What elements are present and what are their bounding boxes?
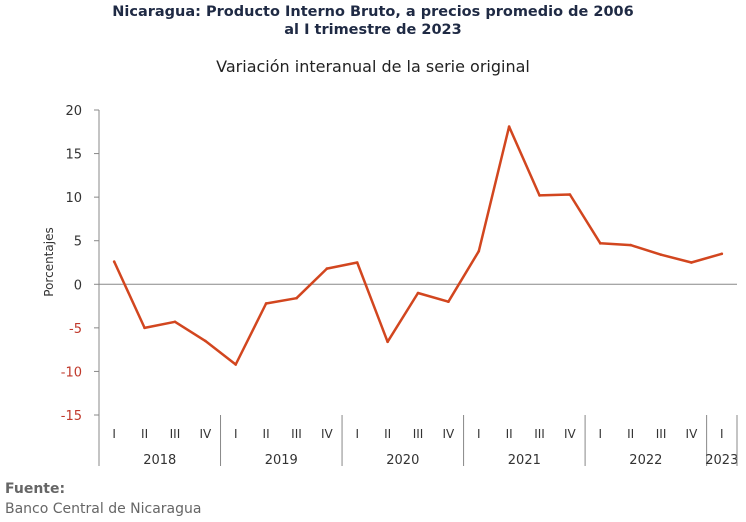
- quarter-label: II: [506, 427, 513, 441]
- data-point: [538, 194, 541, 197]
- quarter-label: III: [170, 427, 181, 441]
- year-label: 2018: [143, 453, 176, 468]
- quarter-label: III: [291, 427, 302, 441]
- y-tick-label: 10: [65, 191, 82, 206]
- quarter-label: II: [263, 427, 270, 441]
- y-tick-label: 15: [65, 148, 82, 163]
- quarter-label: III: [656, 427, 667, 441]
- data-point: [568, 193, 572, 196]
- data-point: [204, 339, 207, 343]
- data-point: [386, 340, 389, 344]
- year-label: 2020: [386, 453, 419, 468]
- quarter-label: III: [534, 427, 545, 441]
- data-point: [264, 302, 268, 305]
- quarter-label: I: [355, 427, 359, 441]
- quarter-label: I: [477, 427, 481, 441]
- data-point: [173, 320, 177, 324]
- data-point: [295, 296, 298, 300]
- year-label: 2021: [508, 453, 541, 468]
- year-label: 2019: [265, 453, 298, 468]
- quarter-label: IV: [321, 427, 334, 441]
- y-tick-label: 20: [65, 104, 82, 119]
- data-point: [143, 326, 146, 330]
- data-point: [659, 253, 663, 256]
- data-point: [720, 252, 724, 256]
- y-tick-label: -15: [61, 409, 82, 424]
- y-axis-label: Porcentajes: [42, 227, 56, 296]
- quarter-label: I: [234, 427, 238, 441]
- quarter-label: I: [720, 427, 724, 441]
- y-tick-label: -5: [69, 322, 82, 337]
- data-point: [477, 249, 481, 253]
- data-point: [629, 243, 632, 247]
- year-label: 2023: [705, 453, 738, 468]
- data-point: [112, 260, 116, 263]
- chart-subtitle: Variación interanual de la serie origina…: [216, 57, 530, 76]
- y-tick-label: 5: [74, 235, 82, 250]
- quarter-label: III: [413, 427, 424, 441]
- chart-title-line1: Nicaragua: Producto Interno Bruto, a pre…: [112, 4, 634, 20]
- data-point: [355, 261, 359, 264]
- data-point: [234, 363, 238, 366]
- y-tick-label: 0: [74, 278, 82, 293]
- data-point: [447, 300, 450, 304]
- quarter-label: IV: [443, 427, 456, 441]
- quarter-label: IV: [199, 427, 212, 441]
- year-label: 2022: [629, 453, 662, 468]
- quarter-label: IV: [564, 427, 577, 441]
- quarter-label: II: [141, 427, 148, 441]
- source-label: Fuente:: [5, 481, 66, 497]
- quarter-label: I: [599, 427, 603, 441]
- quarter-label: I: [112, 427, 116, 441]
- data-point: [507, 125, 511, 128]
- data-point: [690, 261, 693, 264]
- data-point: [325, 267, 329, 270]
- data-point: [416, 291, 420, 295]
- quarter-label: II: [384, 427, 391, 441]
- source-text: Banco Central de Nicaragua: [5, 501, 202, 517]
- chart-title-line2: al I trimestre de 2023: [284, 22, 462, 38]
- quarter-label: II: [627, 427, 634, 441]
- data-point: [598, 242, 602, 245]
- y-tick-label: -10: [61, 365, 82, 380]
- quarter-label: IV: [686, 427, 699, 441]
